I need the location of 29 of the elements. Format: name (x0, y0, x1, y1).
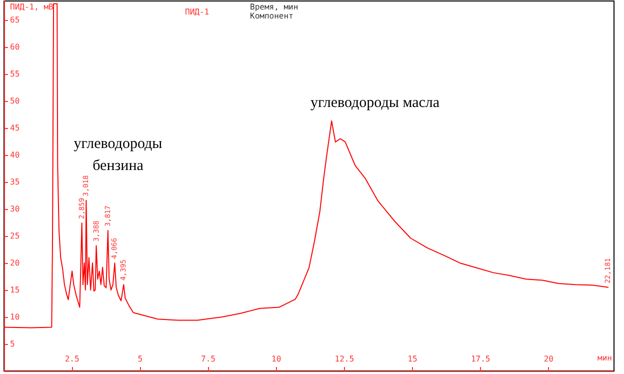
x-tick-label: 10 (272, 354, 282, 364)
x-tick-label: 7.5 (201, 354, 216, 364)
y-tick-label: 40 (10, 150, 20, 160)
y-tick-label: 65 (10, 15, 20, 24)
line-series (4, 3, 609, 328)
x-tick-label: 2.5 (64, 354, 80, 364)
y-tick-label: 15 (10, 285, 20, 294)
annotation: углеводороды бензина (74, 136, 162, 174)
annotation: Время, мин (250, 2, 298, 12)
y-tick-label: 45 (10, 123, 20, 132)
annotation: Компонент (250, 12, 294, 20)
x-tick-label: 17.5 (470, 354, 490, 364)
y-tick-label: 20 (10, 258, 20, 268)
x-tick-label: 5 (138, 354, 143, 364)
y-tick-label: 60 (10, 42, 20, 52)
x-tick-label: 20 (544, 354, 554, 364)
y-axis-title: ПИД-1, мВ (10, 2, 54, 12)
x-axis-title: мин (598, 354, 612, 362)
text: ПИД-1 (185, 8, 210, 16)
x-tick-label: 15 (408, 354, 418, 364)
x-tick-label: 12.5 (334, 354, 354, 364)
y-tick-label: 25 (10, 231, 20, 240)
y-tick-label: 55 (10, 69, 20, 78)
y-tick-label: 10 (10, 312, 20, 322)
y-tick-label: 5 (10, 339, 15, 348)
y-tick-label: 50 (10, 96, 20, 106)
y-tick-label: 30 (10, 204, 20, 214)
annotation: углеводороды масла (310, 95, 440, 111)
y-tick-label: 35 (10, 177, 20, 186)
